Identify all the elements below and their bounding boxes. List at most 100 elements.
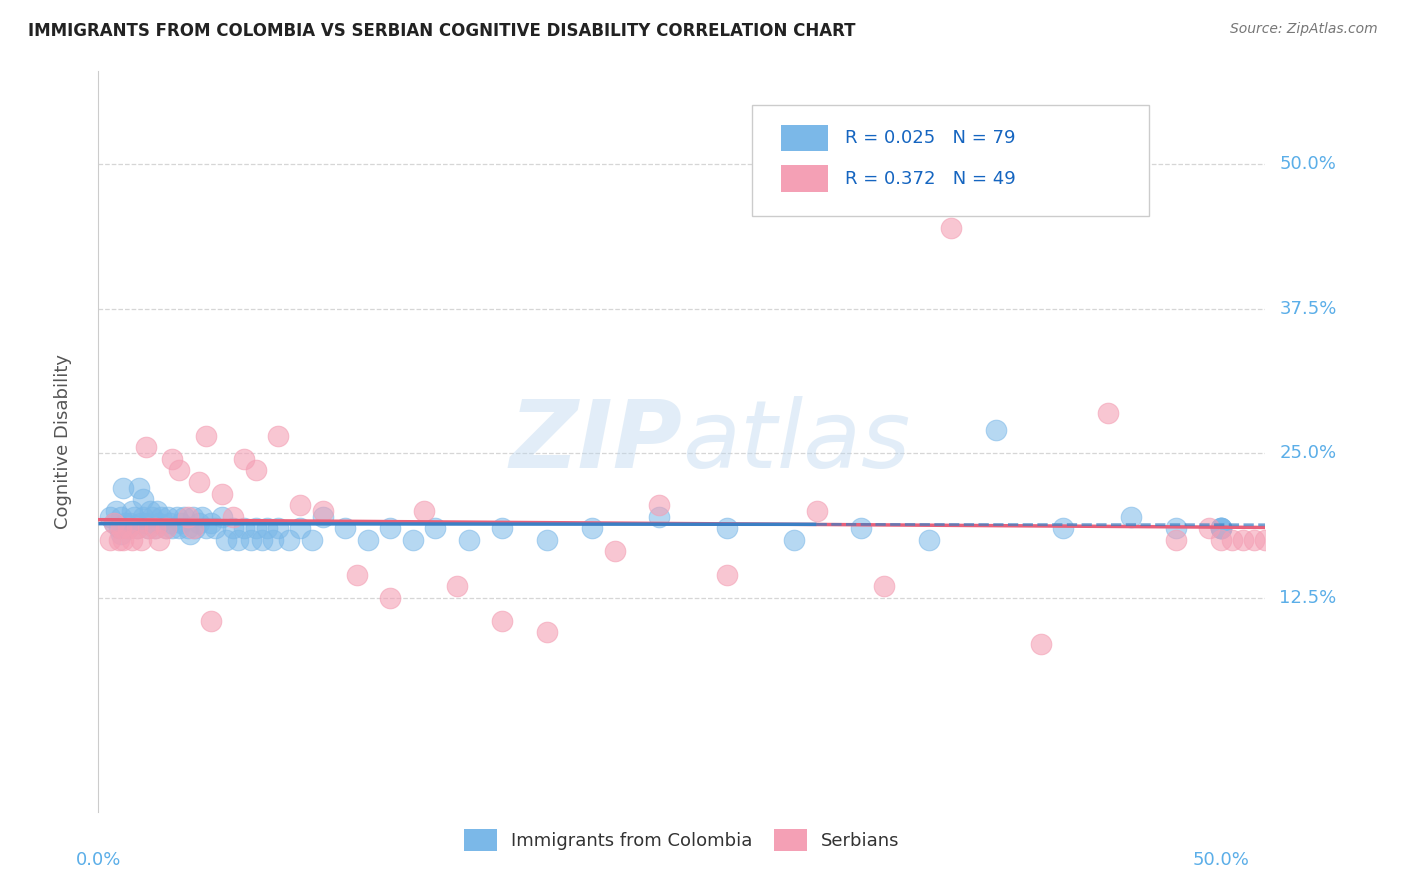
Point	[1198, 521, 1220, 535]
Point	[148, 533, 170, 547]
Text: atlas: atlas	[682, 396, 910, 487]
Legend: Immigrants from Colombia, Serbians: Immigrants from Colombia, Serbians	[457, 822, 907, 858]
Point	[156, 509, 179, 524]
Point	[423, 521, 446, 535]
Point	[245, 463, 267, 477]
Point	[648, 498, 671, 512]
Point	[716, 567, 738, 582]
Point	[783, 533, 806, 547]
Point	[173, 509, 195, 524]
Point	[312, 509, 335, 524]
Point	[107, 533, 129, 547]
Point	[290, 521, 312, 535]
Point	[1254, 533, 1277, 547]
Point	[167, 463, 190, 477]
Point	[267, 521, 290, 535]
Text: 50.0%: 50.0%	[1279, 155, 1336, 173]
Point	[177, 509, 200, 524]
Point	[135, 440, 157, 454]
Point	[181, 509, 204, 524]
Point	[1243, 533, 1265, 547]
Point	[139, 504, 162, 518]
Point	[179, 527, 201, 541]
Point	[117, 521, 139, 535]
Point	[148, 516, 170, 530]
Point	[1209, 521, 1232, 535]
Point	[536, 533, 558, 547]
Point	[121, 504, 143, 518]
Point	[129, 533, 152, 547]
Bar	[782, 165, 828, 192]
Point	[412, 504, 434, 518]
Point	[105, 504, 128, 518]
Point	[233, 451, 256, 466]
Point	[211, 509, 233, 524]
Point	[112, 481, 135, 495]
Point	[132, 509, 155, 524]
Point	[143, 521, 166, 535]
Bar	[782, 125, 828, 152]
Point	[136, 521, 159, 535]
Point	[240, 533, 263, 547]
Point	[806, 504, 828, 518]
Point	[135, 516, 157, 530]
Point	[1209, 521, 1232, 535]
Text: 25.0%: 25.0%	[1279, 444, 1337, 462]
Point	[162, 451, 184, 466]
Point	[117, 521, 139, 535]
Point	[581, 521, 603, 535]
Point	[226, 533, 249, 547]
Point	[312, 504, 335, 518]
Point	[215, 533, 238, 547]
Point	[491, 521, 513, 535]
Point	[141, 509, 163, 524]
Point	[1164, 533, 1187, 547]
Point	[1052, 521, 1074, 535]
Point	[204, 521, 226, 535]
Point	[167, 521, 190, 535]
Point	[200, 614, 222, 628]
Point	[124, 509, 146, 524]
Point	[129, 516, 152, 530]
Point	[155, 521, 177, 535]
Text: Source: ZipAtlas.com: Source: ZipAtlas.com	[1230, 22, 1378, 37]
Point	[181, 521, 204, 535]
Point	[1232, 533, 1254, 547]
Point	[222, 521, 245, 535]
Point	[170, 516, 193, 530]
Point	[446, 579, 468, 593]
Point	[222, 509, 245, 524]
Point	[143, 521, 166, 535]
Point	[125, 521, 148, 535]
Point	[128, 481, 150, 495]
Point	[851, 521, 873, 535]
Point	[1209, 521, 1232, 535]
Point	[110, 527, 132, 541]
Point	[457, 533, 479, 547]
Point	[195, 429, 218, 443]
Point	[98, 533, 121, 547]
Point	[716, 521, 738, 535]
Point	[941, 220, 963, 235]
Point	[195, 521, 218, 535]
Point	[110, 509, 132, 524]
Point	[125, 521, 148, 535]
Point	[190, 509, 212, 524]
Text: IMMIGRANTS FROM COLOMBIA VS SERBIAN COGNITIVE DISABILITY CORRELATION CHART: IMMIGRANTS FROM COLOMBIA VS SERBIAN COGN…	[28, 22, 856, 40]
Point	[1220, 533, 1243, 547]
Point	[1119, 509, 1142, 524]
Point	[184, 521, 207, 535]
Point	[984, 423, 1007, 437]
Point	[162, 521, 184, 535]
Point	[918, 533, 941, 547]
Point	[603, 544, 626, 558]
Point	[301, 533, 323, 547]
Text: 37.5%: 37.5%	[1279, 300, 1337, 318]
Point	[121, 533, 143, 547]
Point	[491, 614, 513, 628]
Text: R = 0.025   N = 79: R = 0.025 N = 79	[845, 129, 1015, 147]
Point	[188, 475, 211, 489]
Point	[380, 521, 402, 535]
Point	[118, 516, 141, 530]
Point	[107, 521, 129, 535]
